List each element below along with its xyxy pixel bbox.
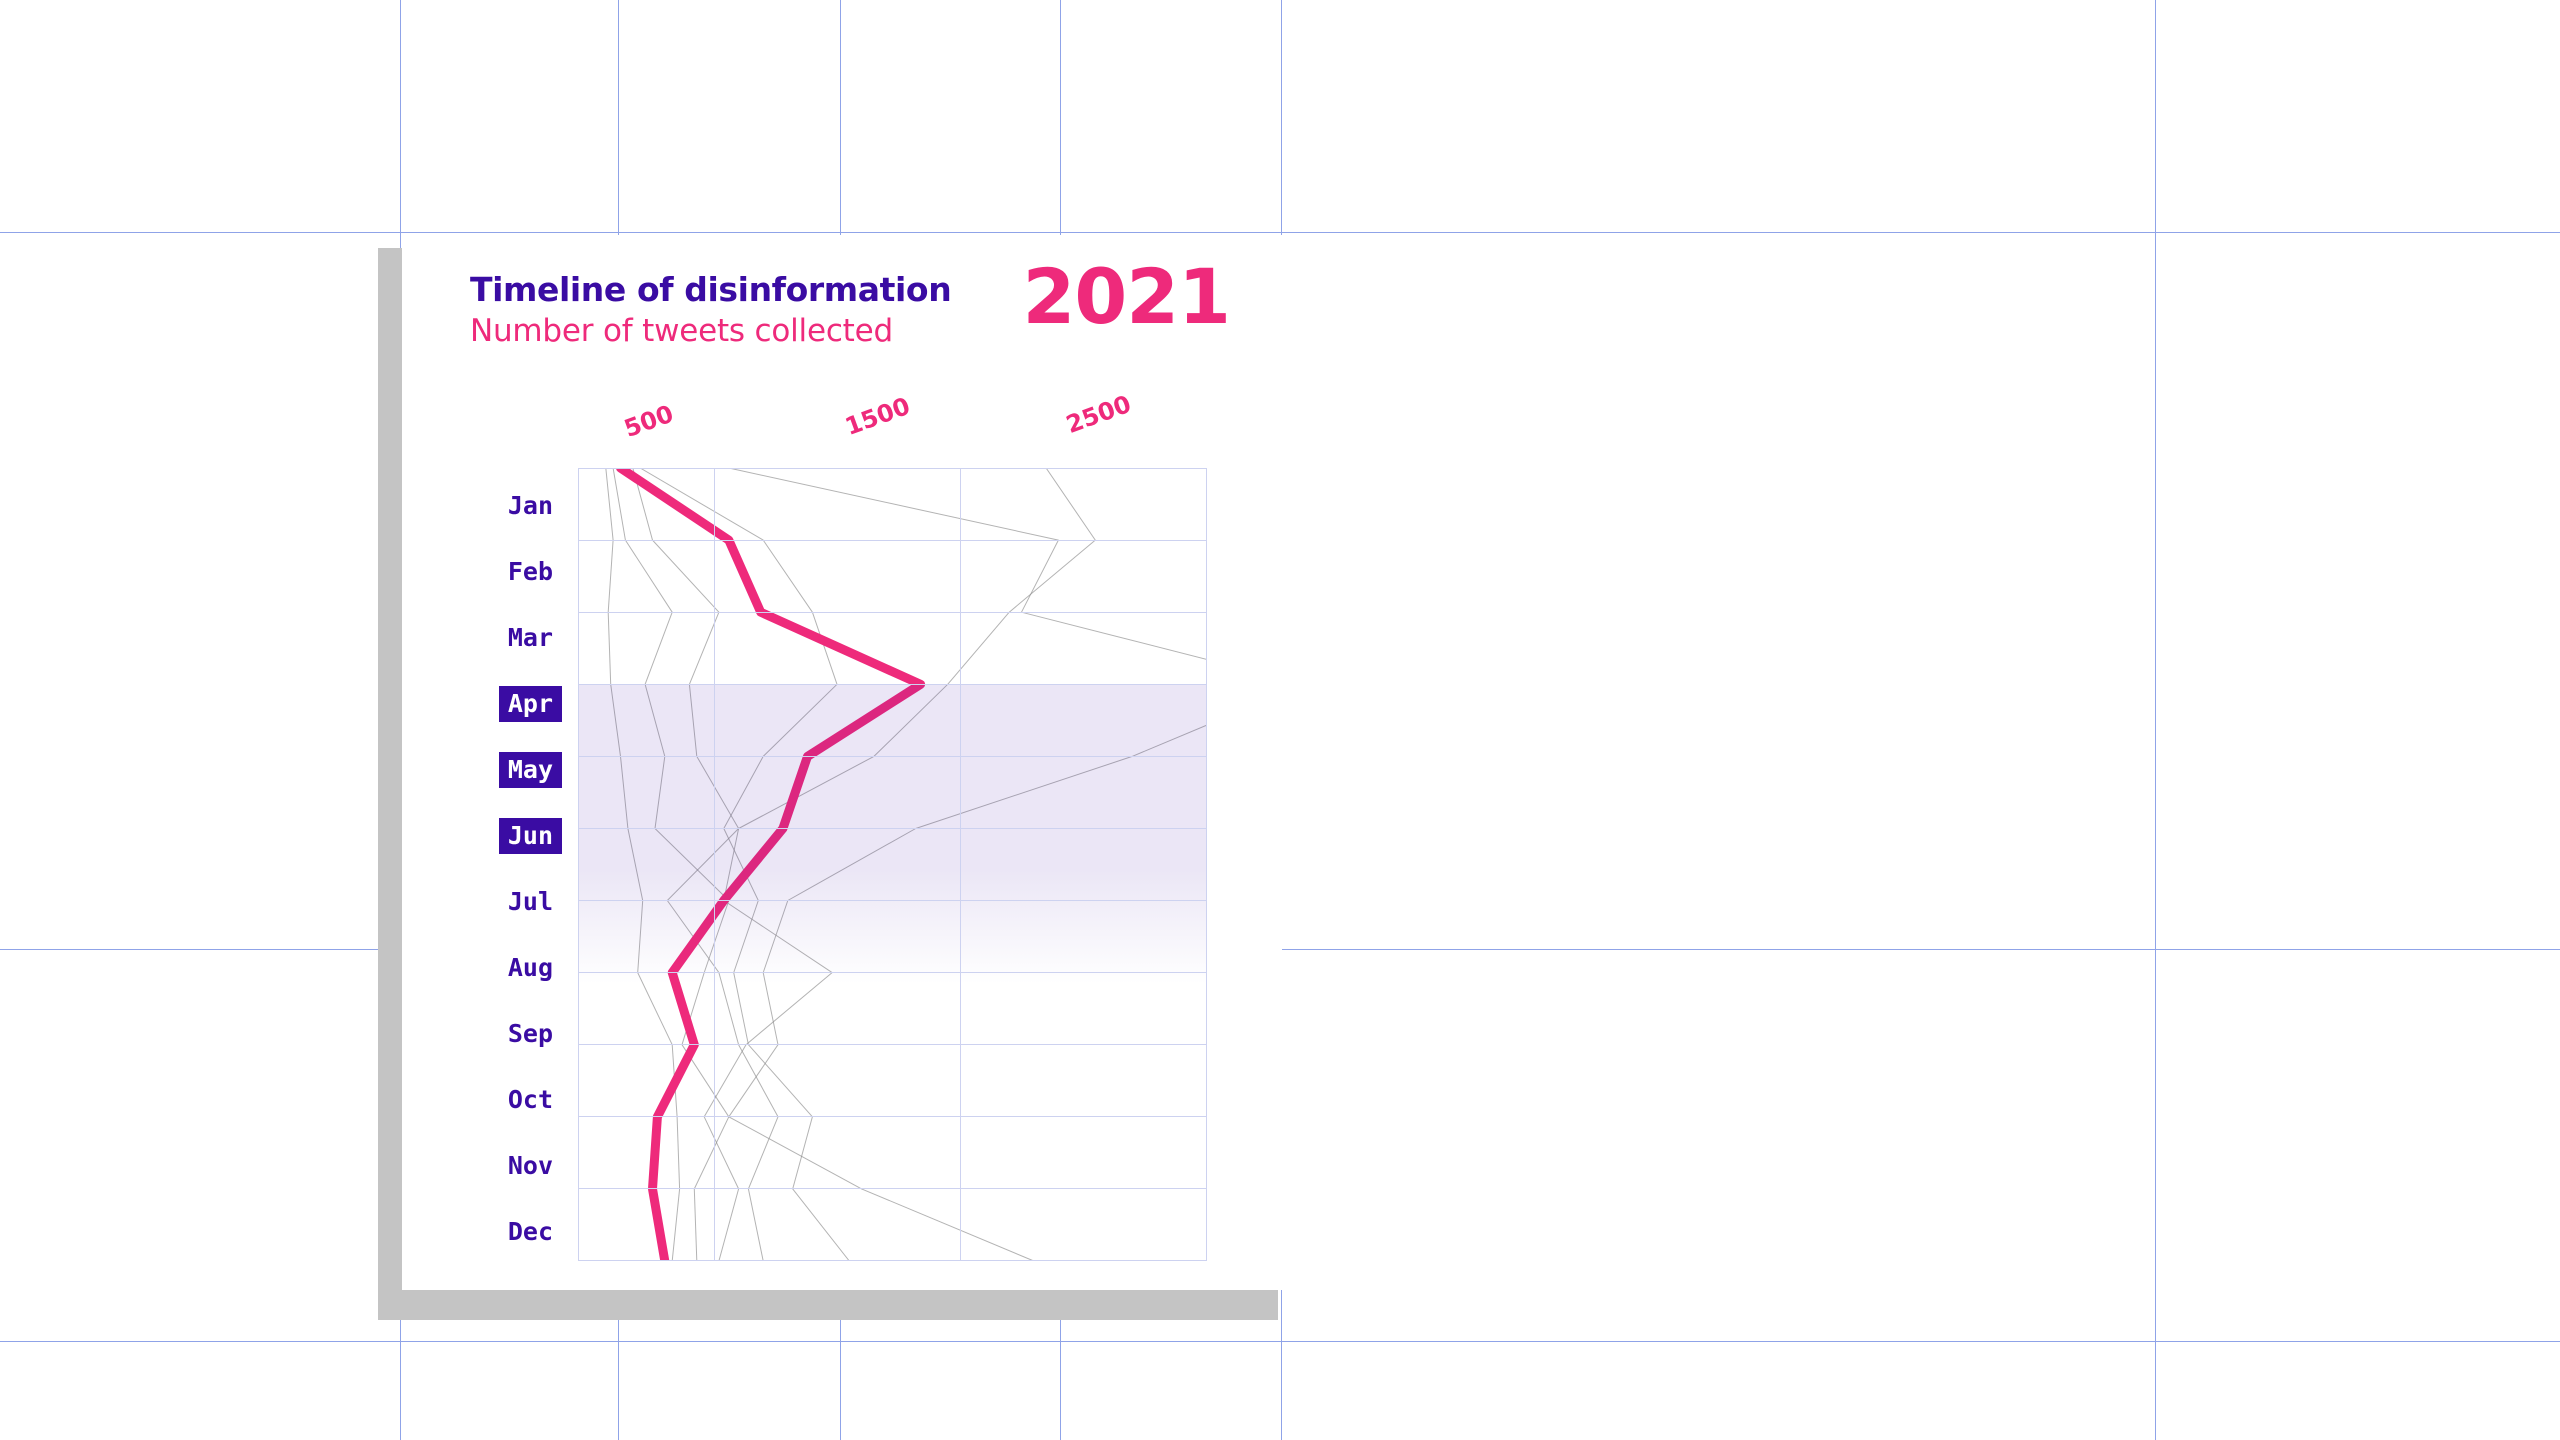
plot-gridline-h bbox=[578, 756, 1207, 757]
y-axis-label-aug: Aug bbox=[507, 953, 553, 982]
plot-gridline-h bbox=[578, 972, 1207, 973]
plot-gridline-h bbox=[578, 900, 1207, 901]
series-line bbox=[605, 468, 681, 1261]
y-axis-label-jun: Jun bbox=[402, 818, 562, 854]
grid-line-horizontal bbox=[0, 232, 2560, 233]
plot-gridline-h bbox=[578, 1188, 1207, 1189]
series-line bbox=[612, 468, 730, 1261]
plot-border-left bbox=[578, 468, 579, 1261]
card-header: Timeline of disinformation Number of twe… bbox=[470, 258, 1231, 350]
y-axis-label-may: May bbox=[402, 752, 562, 788]
plot-gridline-v-500 bbox=[714, 468, 715, 1261]
plot-border-top bbox=[578, 468, 1207, 469]
x-axis-tick-2500: 2500 bbox=[1062, 389, 1135, 439]
plot-gridline-h bbox=[578, 1044, 1207, 1045]
series-line bbox=[632, 468, 779, 1261]
y-axis-label-jul: Jul bbox=[507, 887, 553, 916]
background-series-group bbox=[605, 468, 1207, 1261]
y-axis-label-nov: Nov bbox=[507, 1151, 553, 1180]
title-block: Timeline of disinformation Number of twe… bbox=[470, 267, 952, 350]
plot-gridline-h bbox=[578, 540, 1207, 541]
plot-gridline-h bbox=[578, 684, 1207, 685]
y-axis-label-feb: Feb bbox=[507, 557, 553, 586]
plot-gridline-h bbox=[578, 1116, 1207, 1117]
y-axis-label-apr: Apr bbox=[402, 686, 562, 722]
plot-gridline-v-2500 bbox=[1206, 468, 1207, 1261]
primary-series-group bbox=[616, 468, 926, 1261]
page-subtitle: Number of tweets collected bbox=[470, 312, 893, 349]
grid-line-vertical bbox=[2155, 0, 2156, 1440]
chart-plot-area bbox=[578, 468, 1207, 1261]
y-axis-label-mar: Mar bbox=[507, 623, 553, 652]
page-title: Timeline of disinformation bbox=[470, 270, 952, 309]
plot-border-bottom bbox=[578, 1260, 1207, 1261]
y-axis-label-jan: Jan bbox=[507, 491, 553, 520]
chart-series-layer bbox=[605, 468, 1207, 1261]
series-line bbox=[728, 468, 1207, 1261]
plot-gridline-h bbox=[578, 828, 1207, 829]
x-axis-tick-1500: 1500 bbox=[841, 391, 914, 441]
y-axis-label-dec: Dec bbox=[507, 1217, 553, 1246]
grid-line-horizontal bbox=[0, 1341, 2560, 1342]
series-line bbox=[703, 468, 1096, 1261]
year-label: 2021 bbox=[1022, 252, 1231, 341]
y-axis-label-oct: Oct bbox=[507, 1085, 553, 1114]
chart-card: Timeline of disinformation Number of twe… bbox=[402, 235, 1282, 1290]
series-line bbox=[639, 468, 850, 1261]
plot-gridline-h bbox=[578, 612, 1207, 613]
plot-gridline-v-1500 bbox=[960, 468, 961, 1261]
y-axis-label-sep: Sep bbox=[507, 1019, 553, 1048]
highlight-band-apr-jun bbox=[578, 684, 1207, 984]
x-axis-tick-500: 500 bbox=[620, 399, 678, 443]
series-line bbox=[616, 468, 926, 1261]
